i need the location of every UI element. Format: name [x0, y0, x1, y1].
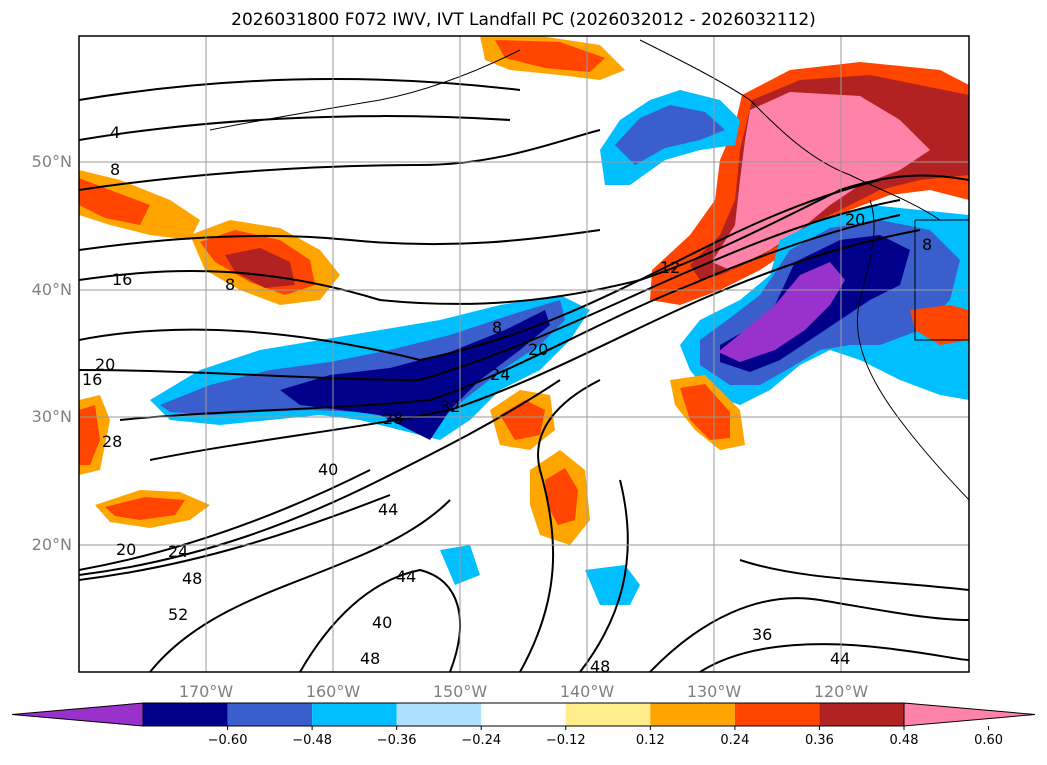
- colorbar-tick-label: 0.60: [974, 733, 1004, 748]
- colorbar-segment: [227, 703, 313, 726]
- contour-label: 8: [110, 160, 120, 179]
- colorbar-extend-low: [11, 702, 144, 727]
- contour-label: 44: [396, 567, 416, 586]
- lon-label-160w: 160°W: [305, 682, 361, 701]
- colorbar-tick-label: −0.12: [545, 733, 586, 748]
- colorbar-segment: [734, 703, 820, 726]
- contour-label-group: 4 8 16 20 16 28 8 8 20 24 28 32 12 20 8 …: [82, 123, 932, 676]
- lon-label-140w: 140°W: [559, 682, 615, 701]
- contour-label: 16: [112, 270, 132, 289]
- contour-label: 16: [82, 370, 102, 389]
- lon-label-150w: 150°W: [432, 682, 488, 701]
- colorbar-extend-high: [903, 702, 1036, 727]
- contour-label: 4: [110, 123, 120, 142]
- contour-label: 28: [102, 432, 122, 451]
- shaded-field: 4 8 16 20 16 28 8 8 20 24 28 32 12 20 8 …: [79, 36, 969, 676]
- colorbar-tick-label: −0.24: [461, 733, 502, 748]
- map-title: 2026031800 F072 IWV, IVT Landfall PC (20…: [231, 10, 816, 30]
- graticule: [79, 36, 969, 672]
- contour-label: 24: [168, 542, 188, 561]
- contour-label: 40: [372, 613, 392, 632]
- map-frame: [78, 35, 970, 673]
- colorbar-segment: [819, 703, 904, 726]
- lon-label-130w: 130°W: [686, 682, 742, 701]
- coastlines: [209, 39, 969, 501]
- contour-label: 52: [168, 605, 188, 624]
- lat-label-20n: 20°N: [31, 535, 72, 554]
- colorbar-frame: [142, 702, 905, 727]
- colorbar-segment: [312, 703, 397, 726]
- colorbar-segment: [396, 703, 482, 726]
- contour-label: 36: [752, 625, 772, 644]
- contour-label: 48: [182, 569, 202, 588]
- colorbar-segment: [565, 703, 651, 726]
- contour-label: 28: [383, 409, 403, 428]
- colorbar-tick-label: −0.48: [292, 733, 333, 748]
- lat-label-40n: 40°N: [31, 280, 72, 299]
- colorbar-tick-label: −0.60: [207, 733, 248, 748]
- contour-label: 8: [492, 318, 502, 337]
- colorbar-segment: [481, 703, 566, 726]
- contour-label: 48: [590, 657, 610, 676]
- colorbar-tick-label: 0.12: [635, 733, 665, 748]
- lat-label-30n: 30°N: [31, 407, 72, 426]
- contour-label: 44: [830, 649, 850, 668]
- contour-label: 44: [378, 500, 398, 519]
- contour-label: 24: [490, 365, 510, 384]
- colorbar-segment: [143, 703, 228, 726]
- colorbar-tick-label: 0.24: [720, 733, 750, 748]
- colorbar-tick-label: −0.36: [376, 733, 417, 748]
- lon-label-120w: 120°W: [813, 682, 869, 701]
- contour-label: 12: [660, 258, 680, 277]
- colorbar: [11, 702, 1036, 730]
- contour-label: 20: [528, 340, 548, 359]
- colorbar-tick-label: 0.48: [889, 733, 919, 748]
- colorbar-tick-label: 0.36: [804, 733, 834, 748]
- colorbar-segment: [650, 703, 735, 726]
- contour-label: 20: [95, 355, 115, 374]
- contour-label: 20: [845, 210, 865, 229]
- contour-label: 48: [360, 649, 380, 668]
- contour-label: 40: [318, 460, 338, 479]
- lat-label-50n: 50°N: [31, 152, 72, 171]
- contour-label: 8: [225, 275, 235, 294]
- lon-label-170w: 170°W: [178, 682, 234, 701]
- contour-label: 32: [440, 397, 460, 416]
- contour-label: 8: [922, 235, 932, 254]
- contour-label: 20: [116, 540, 136, 559]
